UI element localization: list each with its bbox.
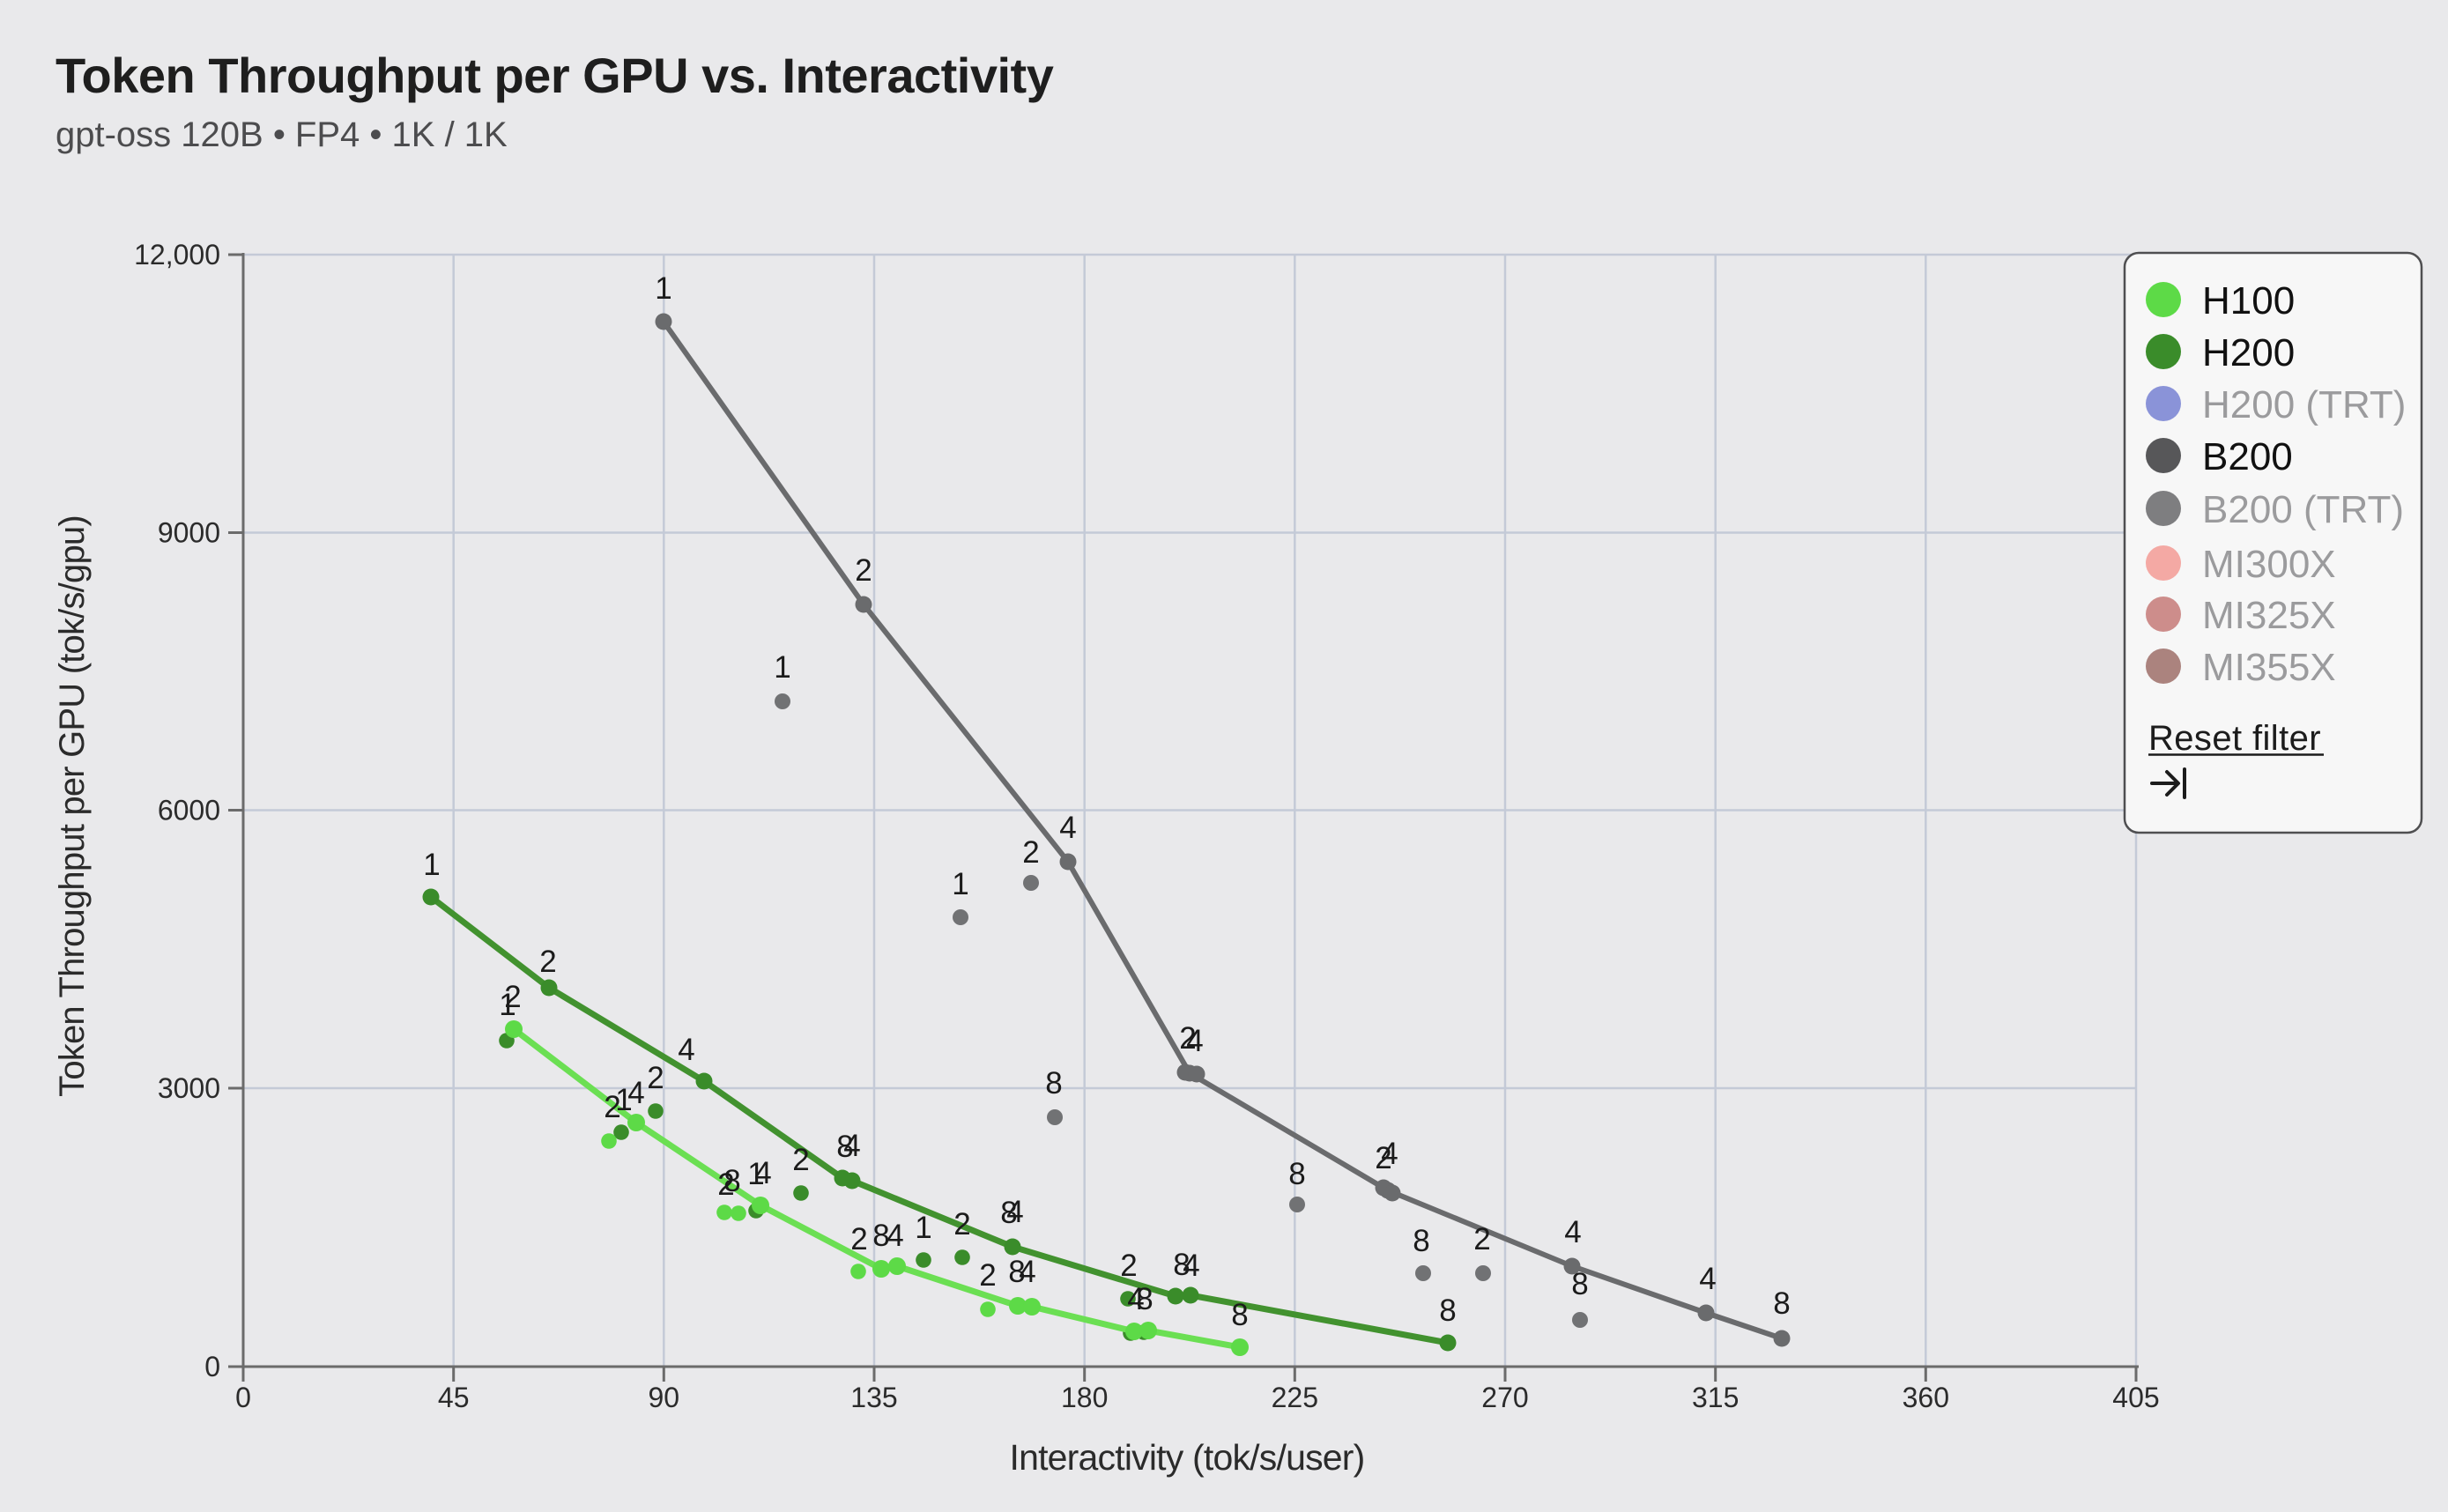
- svg-text:8: 8: [1413, 1224, 1429, 1258]
- svg-text:H200: H200: [2202, 331, 2295, 374]
- svg-text:4: 4: [1059, 811, 1076, 845]
- svg-text:8: 8: [872, 1219, 889, 1253]
- svg-text:4: 4: [754, 1156, 771, 1190]
- svg-text:1: 1: [952, 867, 968, 901]
- svg-text:4: 4: [843, 1129, 860, 1163]
- svg-text:4: 4: [1006, 1195, 1023, 1229]
- svg-text:Token Throughput per GPU vs. I: Token Throughput per GPU vs. Interactivi…: [56, 48, 1054, 103]
- svg-text:90: 90: [649, 1382, 680, 1413]
- svg-text:Interactivity (tok/s/user): Interactivity (tok/s/user): [1010, 1437, 1365, 1478]
- svg-text:Token Throughput per GPU (tok/: Token Throughput per GPU (tok/s/gpu): [53, 515, 92, 1097]
- svg-text:4: 4: [1564, 1215, 1581, 1249]
- svg-text:3000: 3000: [158, 1072, 220, 1104]
- svg-text:8: 8: [1000, 1196, 1017, 1230]
- svg-text:4: 4: [886, 1219, 903, 1253]
- svg-text:H200 (TRT): H200 (TRT): [2202, 383, 2406, 426]
- svg-text:2: 2: [792, 1143, 809, 1177]
- svg-text:2: 2: [979, 1258, 996, 1293]
- svg-text:4: 4: [627, 1076, 644, 1110]
- svg-text:2: 2: [1375, 1141, 1391, 1175]
- svg-text:8: 8: [1288, 1157, 1305, 1191]
- svg-text:2: 2: [504, 980, 521, 1014]
- svg-text:8: 8: [1571, 1267, 1588, 1301]
- svg-text:MI355X: MI355X: [2202, 646, 2336, 689]
- svg-text:2: 2: [1179, 1021, 1196, 1056]
- svg-text:6000: 6000: [158, 795, 220, 826]
- svg-text:1: 1: [423, 848, 440, 882]
- svg-text:1: 1: [655, 271, 671, 306]
- svg-text:2: 2: [850, 1222, 867, 1256]
- svg-text:225: 225: [1272, 1382, 1318, 1413]
- svg-text:0: 0: [204, 1351, 220, 1382]
- svg-text:4: 4: [1699, 1262, 1716, 1296]
- svg-text:1: 1: [915, 1211, 931, 1245]
- svg-text:315: 315: [1692, 1382, 1739, 1413]
- svg-text:4: 4: [1183, 1249, 1199, 1283]
- svg-text:gpt-oss 120B • FP4 • 1K / 1K: gpt-oss 120B • FP4 • 1K / 1K: [56, 115, 508, 154]
- svg-text:360: 360: [1903, 1382, 1949, 1413]
- svg-text:1: 1: [615, 1083, 632, 1117]
- svg-text:8: 8: [1045, 1066, 1062, 1101]
- svg-text:2: 2: [539, 945, 556, 979]
- svg-text:B200 (TRT): B200 (TRT): [2202, 488, 2404, 531]
- svg-text:1: 1: [747, 1157, 764, 1191]
- svg-text:8: 8: [1231, 1298, 1248, 1332]
- svg-text:MI300X: MI300X: [2202, 543, 2336, 586]
- svg-text:2: 2: [953, 1207, 970, 1241]
- svg-text:4: 4: [1186, 1024, 1203, 1058]
- svg-text:2: 2: [1120, 1249, 1137, 1283]
- svg-text:0: 0: [235, 1382, 251, 1413]
- svg-text:8: 8: [1773, 1286, 1790, 1321]
- svg-text:2: 2: [855, 553, 872, 588]
- svg-text:B200: B200: [2202, 435, 2293, 478]
- svg-text:8: 8: [1439, 1293, 1456, 1328]
- svg-text:2: 2: [1473, 1222, 1490, 1256]
- svg-text:270: 270: [1481, 1382, 1528, 1413]
- svg-text:H100: H100: [2202, 279, 2295, 322]
- svg-text:8: 8: [836, 1130, 853, 1164]
- svg-text:45: 45: [438, 1382, 470, 1413]
- svg-text:12,000: 12,000: [134, 239, 220, 271]
- svg-text:405: 405: [2112, 1382, 2159, 1413]
- svg-text:4: 4: [1381, 1137, 1398, 1171]
- svg-text:1: 1: [499, 988, 516, 1022]
- svg-text:180: 180: [1061, 1382, 1108, 1413]
- svg-text:9000: 9000: [158, 517, 220, 549]
- svg-text:135: 135: [850, 1382, 897, 1413]
- svg-text:2: 2: [604, 1090, 620, 1124]
- svg-text:2: 2: [647, 1061, 664, 1095]
- svg-text:8: 8: [1008, 1255, 1025, 1289]
- svg-text:Reset filter: Reset filter: [2148, 719, 2321, 758]
- svg-text:2: 2: [717, 1167, 734, 1202]
- svg-text:4: 4: [678, 1033, 694, 1067]
- svg-text:2: 2: [1022, 835, 1039, 870]
- svg-text:8: 8: [1173, 1248, 1190, 1282]
- svg-text:4: 4: [1019, 1255, 1035, 1289]
- svg-text:4: 4: [1127, 1282, 1144, 1316]
- svg-text:1: 1: [774, 650, 790, 685]
- svg-text:MI325X: MI325X: [2202, 594, 2336, 637]
- svg-text:8: 8: [723, 1164, 740, 1198]
- svg-text:8: 8: [1136, 1282, 1153, 1316]
